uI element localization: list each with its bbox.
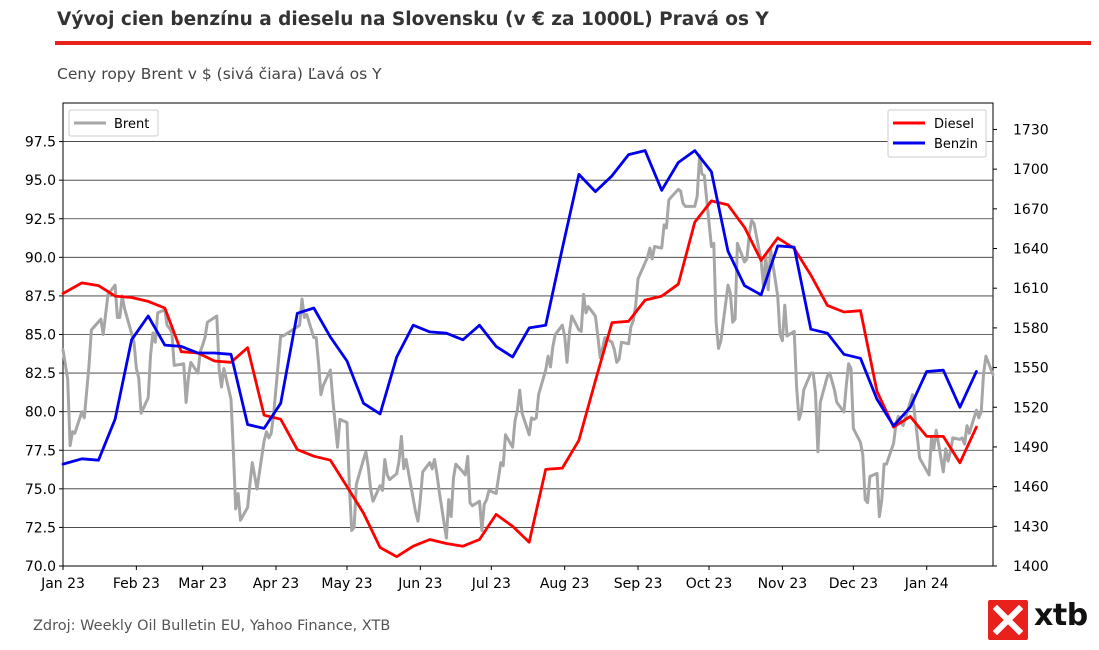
left-tick-label: 82.5 <box>25 366 56 382</box>
x-tick-label: Oct 23 <box>686 576 732 592</box>
x-tick-label: Jan 23 <box>40 576 85 592</box>
chart-title: Vývoj cien benzínu a dieselu na Slovensk… <box>57 9 769 30</box>
gridlines <box>63 141 993 528</box>
x-tick-label: Aug 23 <box>540 576 590 592</box>
left-tick-label: 70.0 <box>25 559 56 575</box>
right-tick-label: 1430 <box>1013 519 1049 535</box>
x-tick-label: Jun 23 <box>397 576 442 592</box>
left-tick-label: 95.0 <box>25 173 56 189</box>
right-tick-label: 1640 <box>1013 242 1049 258</box>
xtb-logo: xtb <box>988 598 1090 640</box>
x-tick-label: Sep 23 <box>614 576 663 592</box>
right-tick-label: 1580 <box>1013 321 1049 337</box>
x-tick-label: Feb 23 <box>113 576 160 592</box>
xtb-x-logo-icon <box>988 600 1028 640</box>
left-tick-label: 80.0 <box>25 405 56 421</box>
right-tick-label: 1730 <box>1013 122 1049 138</box>
x-tick-label: Nov 23 <box>758 576 808 592</box>
left-tick-label: 92.5 <box>25 212 56 228</box>
series-diesel-line <box>61 199 978 559</box>
legend-benzin-label: Benzin <box>934 137 978 152</box>
right-tick-label: 1400 <box>1013 559 1049 575</box>
left-tick-label: 87.5 <box>25 289 56 305</box>
legend-fuel: Diesel Benzin <box>887 109 987 158</box>
series-lines <box>61 149 995 559</box>
right-tick-label: 1520 <box>1013 400 1049 416</box>
axis-ticks: 70.0 72.5 75.0 77.5 80.0 82.5 85.0 87.5 90.0 92.5… <box>25 122 1049 592</box>
legend-diesel-label: Diesel <box>934 117 974 132</box>
x-tick-label: Apr 23 <box>253 576 299 592</box>
series-brent-line <box>61 154 995 540</box>
right-tick-label: 1550 <box>1013 361 1049 377</box>
left-tick-label: 75.0 <box>25 482 56 498</box>
legend-brent: Brent <box>68 109 159 137</box>
right-tick-label: 1490 <box>1013 440 1049 456</box>
right-tick-label: 1460 <box>1013 480 1049 496</box>
x-tick-label: May 23 <box>321 576 372 592</box>
series-benzin-line <box>61 149 978 466</box>
x-tick-label: Jul 23 <box>471 576 511 592</box>
x-tick-label: Jan 24 <box>904 576 949 592</box>
xtb-logo-text: xtb <box>1034 598 1088 633</box>
left-tick-label: 72.5 <box>25 520 56 536</box>
legend-brent-frame <box>68 109 159 137</box>
right-tick-label: 1700 <box>1013 162 1049 178</box>
x-tick-label: Dec 23 <box>829 576 878 592</box>
x-tick-label: Mar 23 <box>178 576 227 592</box>
left-tick-label: 90.0 <box>25 250 56 266</box>
right-tick-label: 1670 <box>1013 202 1049 218</box>
chart-subtitle: Ceny ropy Brent v $ (sivá čiara) Ľavá os… <box>57 65 382 83</box>
source-note: Zdroj: Weekly Oil Bulletin EU, Yahoo Fin… <box>33 618 391 634</box>
left-tick-label: 77.5 <box>25 443 56 459</box>
title-underline <box>55 41 1091 45</box>
legend-brent-label: Brent <box>114 117 149 132</box>
left-tick-label: 97.5 <box>25 135 56 151</box>
right-tick-label: 1610 <box>1013 281 1049 297</box>
left-tick-label: 85.0 <box>25 328 56 344</box>
